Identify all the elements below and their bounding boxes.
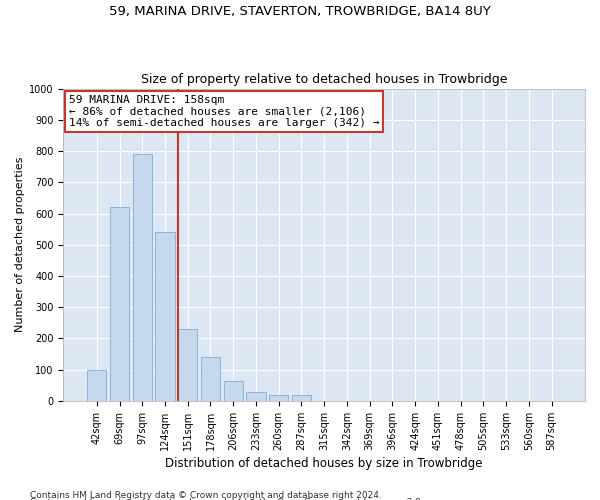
Text: Contains HM Land Registry data © Crown copyright and database right 2024.: Contains HM Land Registry data © Crown c… [30,490,382,500]
Text: 59, MARINA DRIVE, STAVERTON, TROWBRIDGE, BA14 8UY: 59, MARINA DRIVE, STAVERTON, TROWBRIDGE,… [109,5,491,18]
Text: Contains public sector information licensed under the Open Government Licence v3: Contains public sector information licen… [30,498,424,500]
Bar [155,232,175,401]
Text: 59 MARINA DRIVE: 158sqm
← 86% of detached houses are smaller (2,106)
14% of semi: 59 MARINA DRIVE: 158sqm ← 86% of detache… [68,95,379,128]
Bar [292,396,311,401]
Title: Size of property relative to detached houses in Trowbridge: Size of property relative to detached ho… [141,73,508,86]
Bar [269,394,289,401]
Bar [224,380,243,401]
Bar [178,329,197,401]
X-axis label: Distribution of detached houses by size in Trowbridge: Distribution of detached houses by size … [166,457,483,470]
Bar [201,357,220,401]
Bar [87,370,106,401]
Bar [110,208,129,401]
Bar [133,154,152,401]
Y-axis label: Number of detached properties: Number of detached properties [15,157,25,332]
Bar [246,392,266,401]
